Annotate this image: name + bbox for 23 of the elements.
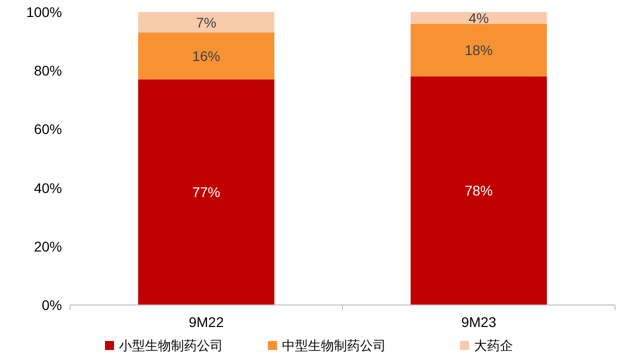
data-label: 18% (464, 42, 493, 58)
data-label: 16% (192, 48, 220, 64)
data-label: 77% (192, 184, 220, 200)
y-tick-label: 100% (26, 4, 62, 20)
bar (138, 12, 274, 33)
y-tick-label: 20% (34, 238, 62, 254)
y-tick-label: 80% (34, 62, 62, 79)
data-label: 4% (468, 10, 489, 26)
x-tick-label: 9M22 (188, 314, 224, 330)
y-tick-label: 60% (34, 121, 62, 138)
legend-label: 中型生物制药公司 (282, 338, 386, 353)
bar (410, 12, 547, 24)
data-label: 78% (464, 182, 493, 199)
legend-label: 小型生物制药公司 (119, 338, 223, 353)
bar (410, 76, 547, 305)
x-tick-label: 9M23 (461, 314, 496, 330)
bar (138, 32, 274, 80)
bar (410, 24, 547, 76)
y-tick-label: 40% (34, 180, 62, 196)
data-label: 7% (196, 14, 216, 30)
bar (138, 79, 274, 305)
y-tick-label: 0% (42, 297, 62, 313)
legend-label: 大药企 (474, 338, 513, 353)
